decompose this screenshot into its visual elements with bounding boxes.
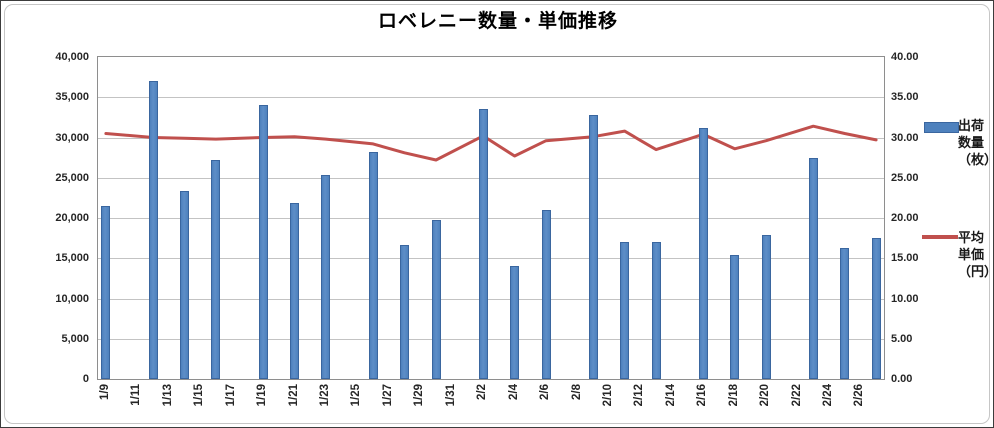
x-axis-tick-label: 1/11 (130, 384, 143, 406)
right-axis-tick-label: 15.00 (891, 252, 919, 265)
chart-frame (4, 4, 990, 424)
x-axis-tick-label: 2/6 (539, 384, 551, 400)
left-axis-tick-label: 25,000 (55, 171, 89, 184)
x-axis-tick-label: 1/23 (318, 384, 331, 407)
price-line-series (104, 124, 878, 162)
x-axis-tick-label: 1/29 (413, 384, 426, 407)
gridline (98, 218, 884, 219)
x-axis-tick-label: 2/18 (727, 384, 740, 407)
legend-bar-swatch-icon (924, 122, 959, 133)
bar (871, 238, 881, 379)
bar (290, 202, 299, 379)
left-axis-tick-label: 35,000 (55, 91, 89, 104)
legend: 出荷 数量 （枚） 平均 単価 （円） (916, 109, 994, 309)
gridline (98, 177, 884, 179)
left-axis-tick-label: 0 (82, 373, 89, 385)
bar (368, 152, 378, 379)
x-axis-tick-label: 1/9 (98, 384, 111, 400)
x-axis-tick-label: 2/20 (759, 384, 772, 407)
x-axis-tick-label: 1/19 (256, 384, 269, 407)
legend-line-swatch-icon (922, 235, 958, 239)
bar (620, 242, 630, 379)
bar (400, 245, 409, 379)
bar (478, 109, 488, 379)
bar (730, 255, 740, 379)
left-axis-tick-label: 15,000 (55, 252, 89, 265)
gridline (98, 97, 884, 99)
right-axis-tick-label: 40.00 (891, 51, 919, 63)
x-axis-tick-label: 2/24 (822, 384, 834, 407)
bar (431, 219, 441, 379)
x-axis-tick-label: 1/13 (161, 384, 174, 407)
bar (148, 81, 158, 379)
bar (258, 105, 268, 379)
legend-bar-label: 出荷 数量 （枚） (958, 118, 994, 167)
left-axis-tick-label: 5,000 (61, 332, 89, 345)
x-axis-tick-label: 2/2 (476, 384, 489, 400)
gridline (98, 298, 884, 300)
x-axis-tick-label: 2/8 (570, 384, 583, 400)
legend-line-label: 平均 単価 （円） (958, 230, 994, 279)
left-axis-tick-label: 10,000 (55, 292, 89, 305)
bar (101, 205, 111, 379)
bar (211, 160, 221, 379)
bar (698, 127, 708, 379)
left-axis-tick-label: 20,000 (55, 212, 89, 224)
x-axis-tick-label: 1/21 (287, 384, 300, 407)
x-axis-tick-label: 2/26 (853, 384, 866, 407)
right-axis-tick-label: 0.00 (891, 373, 913, 385)
x-axis-tick-label: 1/17 (224, 384, 237, 407)
x-axis-tick-label: 1/15 (193, 384, 206, 407)
bar (808, 157, 818, 379)
bar (588, 115, 598, 379)
price-line-svg (104, 124, 878, 162)
bar (651, 242, 661, 379)
gridline (98, 258, 884, 260)
bar (180, 191, 189, 379)
gridline (98, 137, 884, 139)
right-axis-tick-label: 25.00 (891, 171, 919, 184)
left-axis-tick-label: 40,000 (55, 51, 89, 63)
x-axis-tick-label: 2/4 (507, 384, 520, 400)
x-axis-tick-label: 2/16 (696, 384, 709, 407)
right-axis-tick-label: 10.00 (891, 292, 919, 305)
bar (761, 234, 771, 379)
chart-title: ロベレニー数量・単価推移 (377, 11, 618, 32)
right-axis-tick-label: 5.00 (891, 332, 913, 345)
gridline (98, 338, 884, 340)
x-axis-tick-label: 1/27 (381, 384, 394, 407)
bar (840, 247, 850, 379)
x-axis-tick-label: 1/31 (444, 384, 457, 407)
right-axis-tick-label: 20.00 (891, 212, 919, 224)
plot-area-border (97, 56, 885, 380)
x-axis-tick-label: 2/22 (790, 384, 803, 407)
x-axis-tick-label: 2/14 (664, 384, 677, 407)
plot-area (98, 57, 884, 379)
bar (510, 265, 520, 379)
x-axis-tick-label: 2/12 (633, 384, 646, 407)
x-axis-tick-label: 1/25 (350, 384, 363, 407)
right-axis-tick-label: 30.00 (891, 131, 919, 144)
left-axis-tick-label: 30,000 (55, 131, 89, 144)
x-axis-tick-label: 2/10 (601, 384, 614, 407)
bar (541, 209, 551, 379)
bar (321, 175, 331, 379)
right-axis-tick-label: 35.00 (891, 91, 919, 104)
